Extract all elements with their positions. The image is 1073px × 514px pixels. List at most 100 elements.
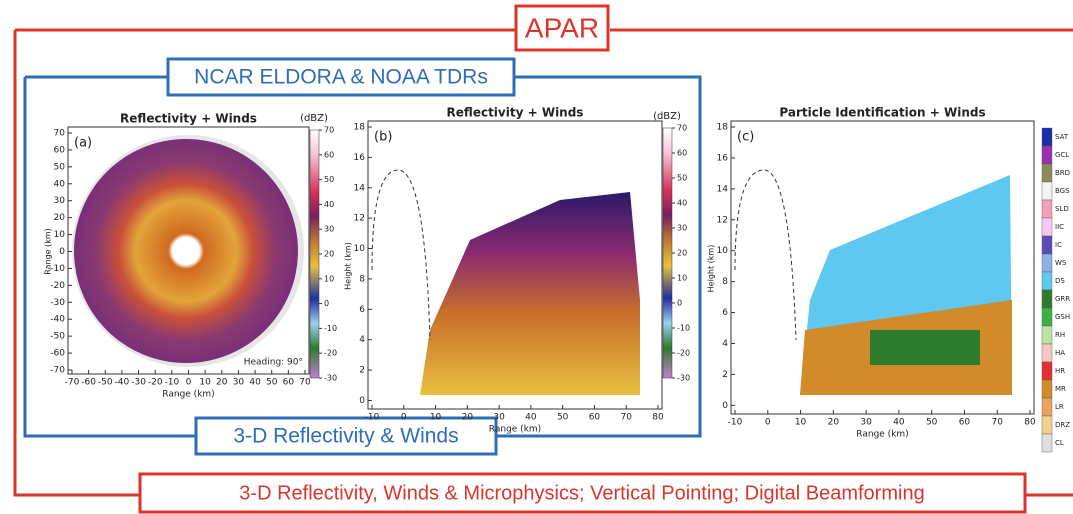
x-tick-label: 30: [493, 413, 505, 423]
x-tick-label: 30: [860, 418, 872, 428]
panel-label: (c): [737, 130, 754, 145]
legend-swatch: [1042, 398, 1052, 416]
y-tick-label: -30: [50, 298, 65, 308]
x-tick-label: 60: [959, 418, 971, 428]
x-tick-label: 20: [828, 418, 840, 428]
colorbar-tick-label: 20: [324, 250, 334, 259]
legend-swatch: [1042, 182, 1052, 200]
legend-swatch: [1042, 380, 1052, 398]
colorbar-tick-label: 30: [324, 225, 334, 234]
x-tick-label: -10: [165, 378, 180, 388]
airborne-caption: 3-D Reflectivity & Winds: [233, 425, 458, 448]
y-tick-label: 6: [359, 305, 365, 315]
x-tick-label: 70: [991, 418, 1003, 428]
legend-swatch: [1042, 128, 1052, 146]
x-tick-label: 0: [401, 413, 407, 423]
x-tick-label: -60: [81, 378, 96, 388]
legend-label: BGS: [1055, 187, 1070, 195]
figure: APAR NCAR ELDORA & NOAA TDRs 3-D Reflect…: [0, 0, 1073, 514]
y-tick-label: 30: [54, 196, 66, 206]
x-tick-label: 30: [233, 378, 245, 388]
y-tick-label: 12: [354, 214, 365, 224]
panel-title: Particle Identification + Winds: [779, 106, 985, 120]
legend-label: WS: [1055, 259, 1067, 267]
legend-swatch: [1042, 344, 1052, 362]
x-tick-label: 60: [283, 378, 295, 388]
colorbar-tick-label: 0: [677, 299, 682, 308]
y-tick-label: 18: [717, 123, 729, 133]
legend-label: SLD: [1055, 205, 1069, 213]
legend-swatch: [1042, 416, 1052, 434]
x-tick-label: 0: [186, 378, 192, 388]
pid-graupel: [870, 330, 980, 365]
legend-label: CL: [1055, 439, 1064, 447]
legend-label: GRR: [1055, 295, 1070, 303]
x-tick-label: 40: [525, 413, 537, 423]
y-tick-label: 60: [54, 145, 66, 155]
colorbar-unit: (dBZ): [300, 113, 328, 124]
colorbar-tick-label: 70: [324, 126, 334, 135]
x-axis-label: Range (km): [162, 390, 214, 400]
legend-swatch: [1042, 326, 1052, 344]
y-tick-label: 14: [717, 184, 729, 194]
y-tick-label: 16: [354, 153, 366, 163]
legend-swatch: [1042, 164, 1052, 182]
pid-arc: [735, 170, 796, 340]
y-tick-label: -40: [50, 315, 65, 325]
y-tick-label: 10: [717, 246, 729, 256]
y-tick-label: 20: [54, 213, 66, 223]
colorbar-tick-label: -30: [677, 374, 690, 383]
legend-label: GSH: [1055, 313, 1070, 321]
y-tick-label: 0: [59, 247, 65, 257]
colorbar-tick-label: 0: [324, 299, 329, 308]
colorbar-tick-label: 10: [324, 274, 334, 283]
x-tick-label: -10: [365, 413, 380, 423]
legend-swatch: [1042, 200, 1052, 218]
panel-title: Reflectivity + Winds: [120, 112, 257, 126]
heading-note: Heading: 90°: [244, 358, 303, 368]
legend-swatch: [1042, 218, 1052, 236]
legend-swatch: [1042, 434, 1052, 452]
y-tick-label: 2: [722, 370, 728, 380]
colorbar: [310, 130, 319, 378]
x-tick-label: 10: [795, 418, 807, 428]
radar-echo: [74, 139, 298, 363]
colorbar-tick-label: 10: [677, 274, 687, 283]
y-tick-label: 10: [354, 244, 366, 254]
y-tick-label: 0: [722, 401, 728, 411]
x-tick-label: 0: [765, 418, 771, 428]
x-tick-label: -30: [131, 378, 146, 388]
legend-label: LR: [1055, 403, 1064, 411]
colorbar-tick-label: -20: [677, 349, 690, 358]
y-axis-label: Height (km): [344, 242, 353, 290]
x-tick-label: 10: [430, 413, 442, 423]
y-tick-label: 16: [717, 153, 729, 163]
y-tick-label: 0: [359, 396, 365, 406]
colorbar-tick-label: 40: [677, 199, 687, 208]
x-axis-label: Range (km): [856, 430, 908, 440]
panel-label: (a): [74, 136, 92, 151]
colorbar-tick-label: -20: [324, 349, 337, 358]
legend-label: MR: [1055, 385, 1066, 393]
legend-label: BRD: [1055, 169, 1070, 177]
legend-label: HR: [1055, 367, 1065, 375]
y-tick-label: 2: [359, 366, 365, 376]
legend-label: DS: [1055, 277, 1065, 285]
colorbar-tick-label: 40: [324, 200, 334, 209]
y-tick-label: 12: [717, 215, 728, 225]
legend-label: HA: [1055, 349, 1065, 357]
airborne-title: NCAR ELDORA & NOAA TDRs: [194, 66, 488, 89]
x-tick-label: -40: [115, 378, 130, 388]
section-echo: [420, 192, 640, 395]
legend-label: RH: [1055, 331, 1065, 339]
legend-swatch: [1042, 254, 1052, 272]
x-axis-label: Range (km): [489, 425, 541, 435]
y-tick-label: 8: [359, 274, 365, 284]
colorbar-tick-label: 60: [324, 150, 334, 159]
y-tick-label: -70: [50, 366, 65, 376]
legend-swatch: [1042, 272, 1052, 290]
y-tick-label: 8: [722, 277, 728, 287]
legend-label: IIC: [1055, 223, 1064, 231]
x-tick-label: 50: [266, 378, 278, 388]
x-tick-label: 70: [620, 413, 632, 423]
